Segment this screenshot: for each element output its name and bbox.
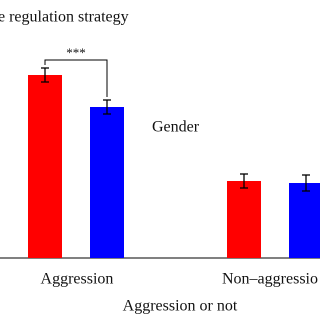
legend-title: Gender xyxy=(152,119,200,136)
x-tick-label: Non–aggressio xyxy=(222,271,318,288)
x-tick-label: Aggression xyxy=(41,271,114,288)
significance-bracket xyxy=(44,59,108,97)
chart-title: e regulation strategy xyxy=(0,9,129,26)
bar xyxy=(90,107,124,258)
significance-label: *** xyxy=(66,45,86,60)
bar xyxy=(289,183,320,258)
x-axis-label: Aggression or not xyxy=(123,298,238,315)
bar xyxy=(227,181,261,258)
bar xyxy=(28,75,62,258)
